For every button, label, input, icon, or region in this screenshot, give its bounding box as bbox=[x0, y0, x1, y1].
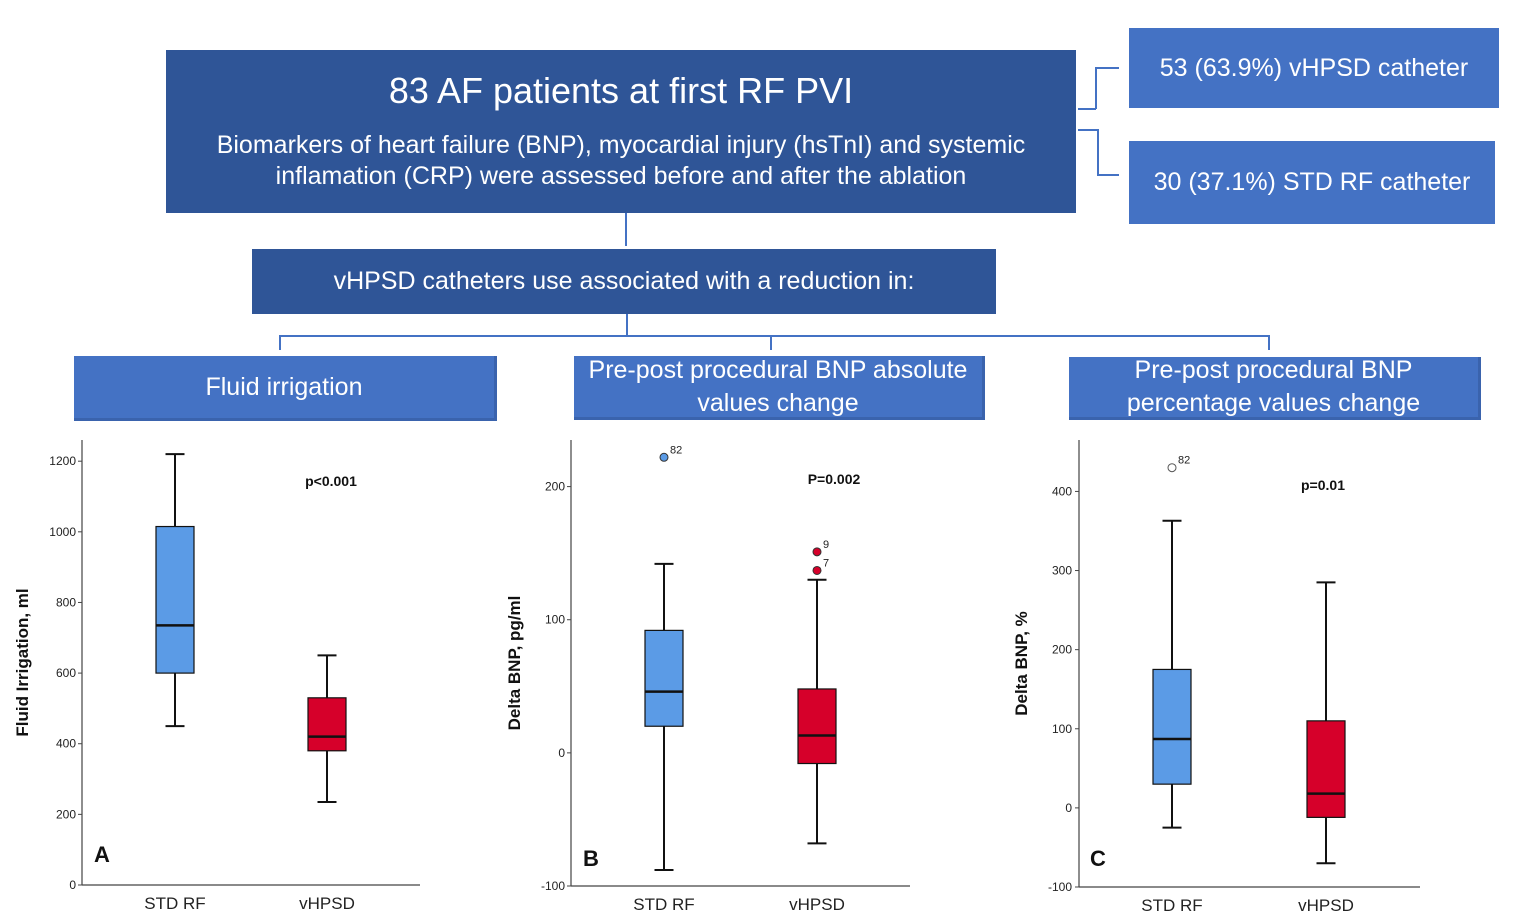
finding-box: vHPSD catheters use associated with a re… bbox=[252, 249, 996, 314]
category-header-label: Pre-post procedural BNP absolute values … bbox=[588, 355, 968, 417]
connector bbox=[770, 335, 772, 350]
outlier-point bbox=[659, 452, 669, 462]
outlier-point bbox=[1167, 463, 1177, 473]
box-plot-panel-A: 0 200 400 600 800 1000 1200 Fluid Irrigation, m… bbox=[13, 440, 420, 913]
summary-title: 83 AF patients at first RF PVI bbox=[388, 70, 854, 111]
panel-label: C bbox=[1090, 846, 1106, 871]
box-iqr bbox=[1152, 668, 1192, 785]
y-tick-label: 200 bbox=[1052, 643, 1072, 657]
connector bbox=[1097, 174, 1119, 176]
box-iqr bbox=[797, 688, 837, 765]
connector bbox=[626, 314, 628, 336]
y-axis-label: Delta BNP, pg/ml bbox=[505, 596, 524, 731]
connector bbox=[1095, 67, 1119, 69]
x-tick-label: STD RF bbox=[144, 894, 205, 913]
outlier-label: 9 bbox=[823, 539, 829, 551]
y-axis-label: Delta BNP, % bbox=[1012, 611, 1031, 716]
x-tick-label: STD RF bbox=[1141, 896, 1202, 915]
y-tick-label: 100 bbox=[1052, 722, 1072, 736]
connector bbox=[625, 213, 627, 246]
box-iqr bbox=[644, 629, 684, 727]
group-std-box: 30 (37.1%) STD RF catheter bbox=[1129, 141, 1495, 224]
connector bbox=[279, 335, 281, 350]
y-tick-label: 100 bbox=[545, 613, 565, 627]
y-tick-label: 200 bbox=[56, 807, 76, 821]
box-plot-panel-B: -100 0 100 200 Delta BNP, pg/ml STD RF vHPSD 82… bbox=[505, 440, 910, 914]
y-tick-label: 600 bbox=[56, 666, 76, 680]
outlier-label: 7 bbox=[823, 557, 829, 569]
connector bbox=[279, 335, 1270, 337]
y-tick-label: 0 bbox=[1065, 801, 1072, 815]
group-vhpsd-box: 53 (63.9%) vHPSD catheter bbox=[1129, 28, 1499, 108]
x-tick-label: vHPSD bbox=[789, 895, 845, 914]
category-header-fluid: Fluid irrigation bbox=[74, 356, 497, 421]
p-value: p<0.001 bbox=[305, 473, 357, 489]
outlier-point bbox=[812, 547, 822, 557]
box-iqr bbox=[1306, 720, 1346, 818]
box-iqr bbox=[155, 525, 195, 674]
y-tick-label: -100 bbox=[1048, 880, 1072, 894]
y-tick-label: 300 bbox=[1052, 564, 1072, 578]
y-tick-label: 400 bbox=[1052, 484, 1072, 498]
category-header-label: Pre-post procedural BNP percentage value… bbox=[1126, 356, 1421, 417]
y-axis-label: Fluid Irrigation, ml bbox=[13, 588, 32, 736]
y-tick-label: 800 bbox=[56, 595, 76, 609]
x-tick-label: STD RF bbox=[633, 895, 694, 914]
p-value: P=0.002 bbox=[808, 471, 861, 487]
x-tick-label: vHPSD bbox=[1298, 896, 1354, 915]
x-tick-label: vHPSD bbox=[299, 894, 355, 913]
category-header-label: Fluid irrigation bbox=[205, 372, 363, 401]
y-tick-label: 0 bbox=[69, 878, 76, 892]
outlier-label: 82 bbox=[1178, 455, 1190, 467]
box-iqr bbox=[307, 697, 347, 752]
y-tick-label: 200 bbox=[545, 480, 565, 494]
outlier-label: 82 bbox=[670, 444, 682, 456]
panel-label: A bbox=[94, 842, 110, 867]
connector bbox=[1268, 335, 1270, 350]
connector bbox=[1097, 129, 1099, 175]
connector bbox=[1078, 108, 1096, 110]
category-header-bnp-absolute: Pre-post procedural BNP absolute values … bbox=[574, 356, 985, 420]
y-tick-label: 0 bbox=[558, 746, 565, 760]
y-tick-label: 1000 bbox=[49, 525, 76, 539]
connector bbox=[1078, 129, 1098, 131]
summary-subtitle: Biomarkers of heart failure (BNP), myoca… bbox=[216, 131, 1026, 190]
category-header-bnp-percentage: Pre-post procedural BNP percentage value… bbox=[1069, 356, 1481, 420]
finding-label: vHPSD catheters use associated with a re… bbox=[333, 267, 915, 295]
connector bbox=[1095, 67, 1097, 109]
panel-label: B bbox=[583, 846, 599, 871]
y-tick-label: 1200 bbox=[49, 454, 76, 468]
outlier-point bbox=[812, 565, 822, 575]
group-std-label: 30 (37.1%) STD RF catheter bbox=[1153, 168, 1471, 196]
summary-box: 83 AF patients at first RF PVI Biomarker… bbox=[166, 50, 1076, 213]
p-value: p=0.01 bbox=[1301, 477, 1345, 493]
box-plot-panel-C: -100 0 100 200 300 400 Delta BNP, % STD RF vHPSD… bbox=[1012, 440, 1420, 915]
y-tick-label: 400 bbox=[56, 737, 76, 751]
group-vhpsd-label: 53 (63.9%) vHPSD catheter bbox=[1159, 53, 1469, 82]
y-tick-label: -100 bbox=[541, 879, 565, 893]
